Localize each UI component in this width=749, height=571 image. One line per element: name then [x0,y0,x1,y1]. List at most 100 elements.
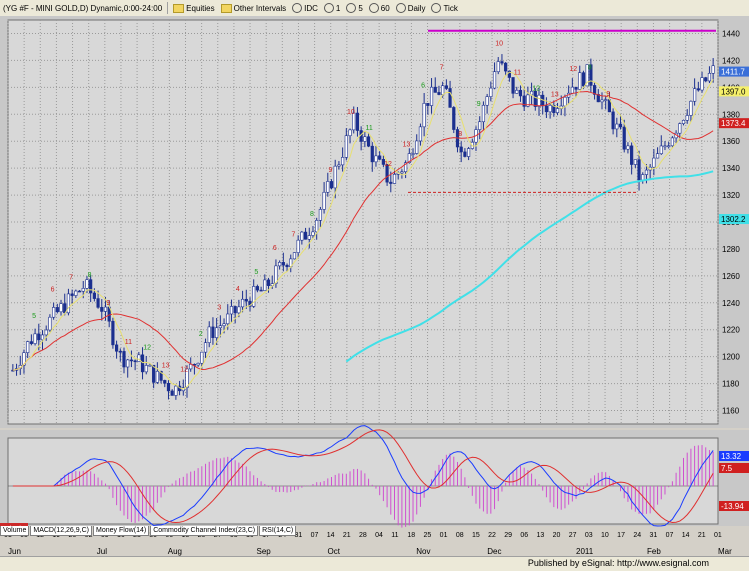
macd-badge [719,463,749,473]
count-annotation: 8 [88,272,92,279]
candle-body [489,87,493,97]
interval-1-button[interactable]: 1 [321,3,343,13]
y-tick-label: 1420 [722,56,740,65]
x-date-label: 28 [359,532,367,539]
candle-body [441,85,445,95]
candle-body [74,290,78,296]
x-date-label: 04 [375,532,383,539]
candle-body [218,325,222,329]
daily-label: Daily [407,3,426,13]
candle-body [570,86,574,94]
candle-body [374,155,378,163]
tab-macd[interactable]: MACD(12,26,9,C) [30,526,92,536]
candle-body [452,107,456,130]
candle-body [326,181,330,193]
footer: Published by eSignal: http://www.esignal… [0,556,749,571]
candle-body [663,145,667,148]
month-label: Nov [416,547,430,556]
x-date-label: 21 [343,532,351,539]
tab-rsi[interactable]: RSI(14,C) [259,526,297,536]
eye-icon [368,3,379,13]
x-date-label: 20 [553,532,561,539]
candle-body [515,89,519,94]
x-date-label: 08 [456,532,464,539]
price-badge [719,66,749,77]
candle-body [626,145,630,150]
candle-body [129,359,134,362]
candle-body [240,298,245,308]
daily-button[interactable]: Daily [393,3,429,13]
x-date-label: 27 [569,532,577,539]
candle-body [392,174,397,184]
macd-badge [719,451,749,461]
y-tick-label: 1240 [722,299,740,308]
candle-body [166,382,171,392]
tab-cci[interactable]: Commodity Channel Index(23,C) [150,526,259,536]
interval-5-button[interactable]: 5 [343,3,365,13]
candle-body [370,145,374,163]
candle-body [707,73,712,82]
candle-body [644,169,649,175]
candle-body [207,326,211,343]
tab-money-flow[interactable]: Money Flow(14) [93,526,150,536]
price-chart[interactable]: 1160118012001220124012601280130013201340… [0,16,749,556]
candle-body [255,286,259,291]
candle-body [252,286,256,307]
candle-body [500,61,504,64]
candle-body [337,164,341,167]
candle-body [307,235,311,240]
candle-body [418,126,423,142]
candle-body [463,151,467,157]
month-label: 2011 [576,547,594,556]
candle-body [485,96,489,106]
candle-body [44,329,48,336]
candle-body [574,86,578,90]
count-annotation: 12 [180,367,188,374]
count-annotation: 11 [125,339,132,346]
folder-icon [220,3,232,13]
month-label: Oct [328,547,341,556]
candle-body [381,159,385,165]
tab-volume[interactable]: Volume [0,526,30,536]
candle-body [70,293,74,296]
month-label: Sep [257,547,272,556]
candle-body [459,146,463,153]
candle-body [303,231,308,240]
candle-body [604,99,608,101]
tick-button[interactable]: Tick [428,3,460,13]
candle-body [363,136,367,142]
idc-button[interactable]: IDC [289,3,321,13]
candle-body [352,112,356,131]
candle-body [148,364,152,367]
equities-button[interactable]: Equities [170,3,217,13]
count-annotation: 8 [588,64,592,71]
candle-body [266,279,271,286]
other-intervals-button[interactable]: Other Intervals [218,3,289,13]
symbol-label[interactable]: (YG #F - MINI GOLD,D) Dynamic,0:00-24:00 [3,3,163,13]
price-badge-label: 1373.4 [721,119,746,128]
candle-body [652,157,656,168]
candle-body [163,380,167,384]
x-date-label: 31 [294,532,302,539]
x-date-label: 14 [327,532,335,539]
candle-body [467,148,471,157]
price-badge [719,118,749,129]
candle-body [81,288,85,292]
x-date-label: 01 [714,532,722,539]
candle-body [222,323,226,327]
candle-body [333,165,337,189]
candle-body [578,72,582,90]
candle-body [292,252,297,260]
candle-body [548,104,552,113]
candle-body [589,64,593,86]
candle-body [40,334,45,341]
candle-body [318,209,322,221]
interval-60-button[interactable]: 60 [366,3,393,13]
candle-body [411,153,415,155]
candle-body [400,171,404,174]
candle-body [126,359,130,368]
count-annotation: 12 [532,86,540,93]
candle-body [155,370,159,383]
month-label: Feb [647,547,661,556]
candle-body [655,153,660,159]
